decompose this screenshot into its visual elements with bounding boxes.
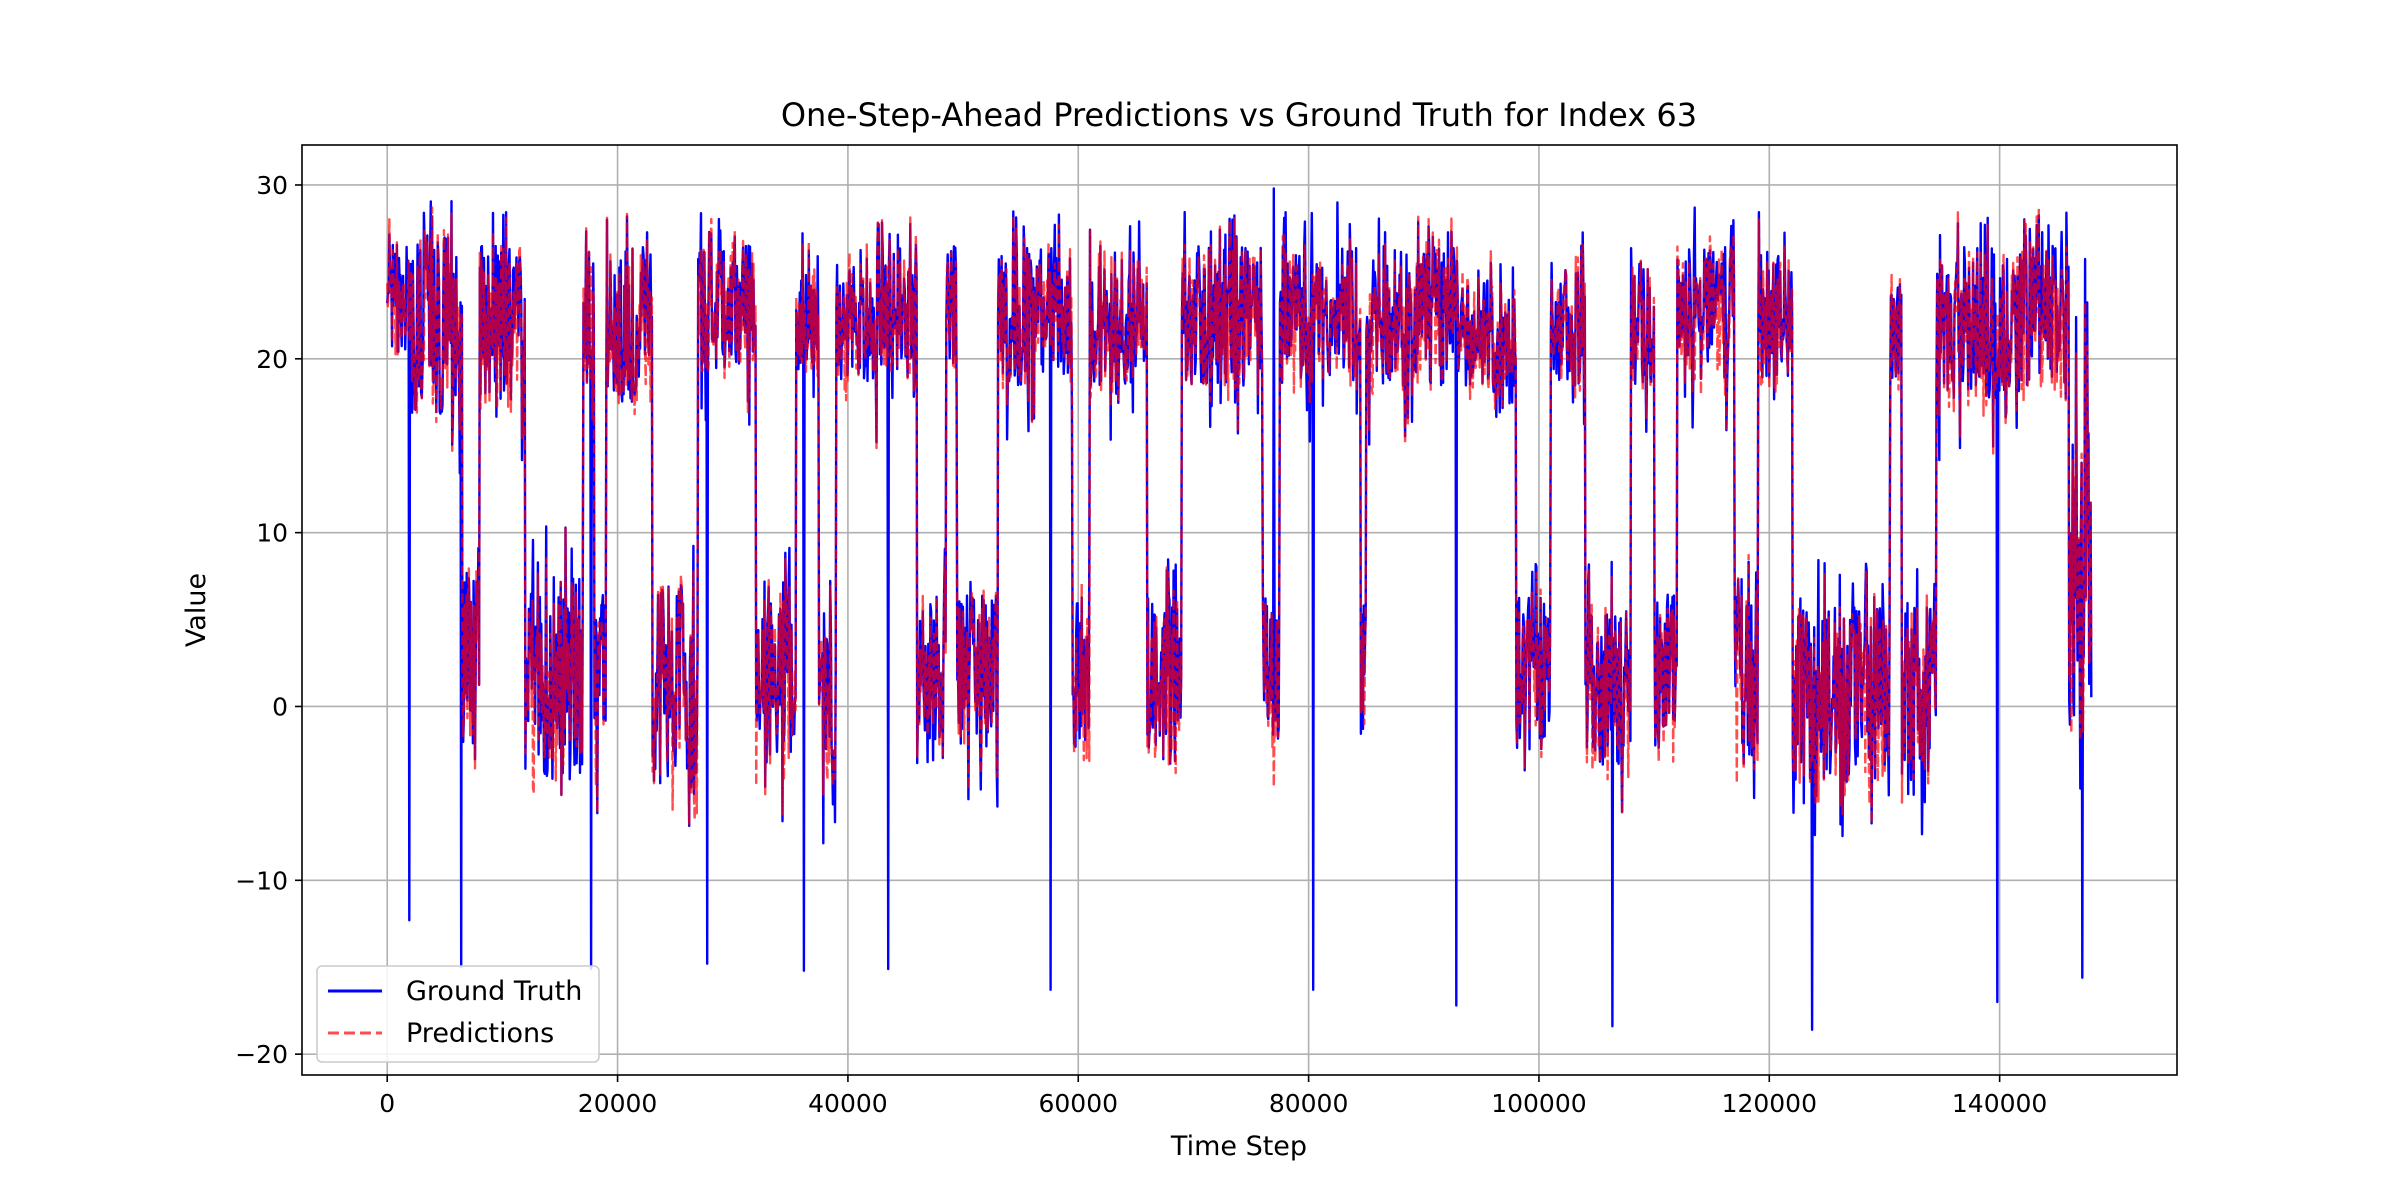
legend-ground-truth-label: Ground Truth <box>406 976 582 1007</box>
x-tick-label: 20000 <box>578 1089 658 1118</box>
x-tick-label: 0 <box>379 1089 395 1118</box>
y-tick-label: 10 <box>256 519 288 548</box>
x-tick-label: 40000 <box>808 1089 888 1118</box>
y-tick-label: 20 <box>256 345 288 374</box>
x-axis-ticks: 0 20000 40000 60000 80000 100000 120000 140000 <box>379 1075 2047 1118</box>
predictions-line <box>386 205 2093 826</box>
x-tick-label: 140000 <box>1952 1089 2047 1118</box>
x-tick-label: 60000 <box>1038 1089 1118 1118</box>
plot-frame <box>301 144 2178 1076</box>
legend: Ground Truth Predictions <box>316 965 600 1063</box>
x-tick-label: 100000 <box>1491 1089 1586 1118</box>
x-tick-label: 120000 <box>1722 1089 1817 1118</box>
legend-predictions-label: Predictions <box>406 1018 554 1049</box>
chart-title: One-Step-Ahead Predictions vs Ground Tru… <box>781 96 1697 134</box>
y-tick-label: −10 <box>235 866 288 895</box>
y-axis-label: Value <box>181 573 212 647</box>
y-axis-ticks: −20 −10 0 10 20 30 <box>235 171 302 1069</box>
y-tick-label: 0 <box>272 692 288 721</box>
legend-box <box>316 965 600 1063</box>
series-predictions <box>386 205 2093 826</box>
x-axis-label: Time Step <box>1170 1131 1307 1162</box>
y-tick-label: 30 <box>256 171 288 200</box>
y-tick-label: −20 <box>235 1040 288 1069</box>
x-tick-label: 80000 <box>1269 1089 1349 1118</box>
